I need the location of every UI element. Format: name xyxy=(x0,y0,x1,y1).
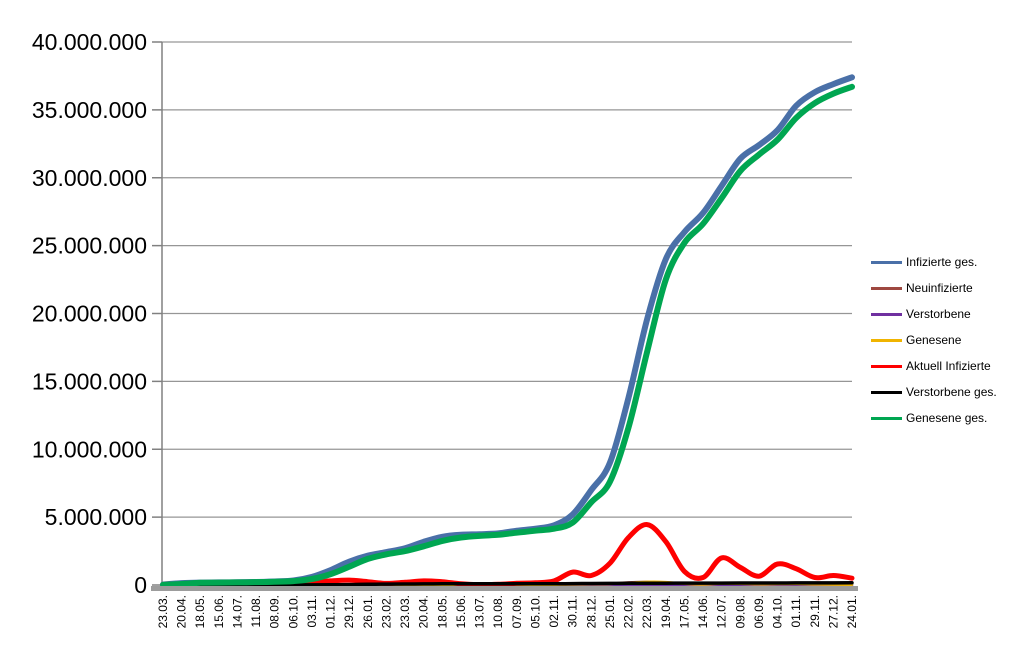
x-tick-label: 26.01. xyxy=(361,595,375,628)
legend-item-neuinfizierte: Neuinfizierte xyxy=(871,275,997,301)
x-tick-label: 08.09. xyxy=(268,595,282,628)
legend-label: Verstorbene ges. xyxy=(906,385,997,399)
legend-label: Neuinfizierte xyxy=(906,281,973,295)
x-tick-label: 17.05. xyxy=(677,595,691,628)
legend-item-genesene-ges: Genesene ges. xyxy=(871,405,997,431)
x-tick-label: 15.06. xyxy=(454,595,468,628)
legend-swatch-genesene xyxy=(871,338,902,342)
x-tick-label: 30.11. xyxy=(566,595,580,627)
legend-label: Infizierte ges. xyxy=(906,255,978,269)
y-tick-label: 40.000.000 xyxy=(32,29,147,55)
x-tick-label: 22.03. xyxy=(640,595,654,628)
y-tick-label: 0 xyxy=(134,572,147,598)
legend-item-infizierte-ges: Infizierte ges. xyxy=(871,249,997,275)
x-tick-label: 14.06. xyxy=(696,595,710,628)
x-tick-label: 24.01. xyxy=(845,595,859,628)
x-tick-label: 01.11. xyxy=(789,595,803,627)
legend-item-genesene: Genesene xyxy=(871,327,997,353)
legend-swatch-infizierte-ges xyxy=(871,260,902,264)
series-line-genesene-ges xyxy=(160,83,855,588)
x-tick-label: 07.09. xyxy=(510,595,524,628)
x-tick-label: 06.10. xyxy=(286,595,300,628)
x-tick-label: 11.08. xyxy=(249,595,263,627)
x-tick-label: 10.08. xyxy=(491,595,505,628)
x-tick-label: 20.04. xyxy=(175,595,189,628)
x-tick-label: 18.05. xyxy=(435,595,449,628)
x-tick-label: 23.03. xyxy=(156,595,170,628)
x-tick-label: 23.03. xyxy=(398,595,412,628)
x-tick-label: 02.11. xyxy=(547,595,561,627)
y-tick-label: 20.000.000 xyxy=(32,301,147,327)
legend-swatch-neuinfizierte xyxy=(871,286,902,290)
legend-label: Verstorbene xyxy=(906,307,971,321)
legend-swatch-genesene-ges xyxy=(871,416,902,420)
x-tick-label: 05.10. xyxy=(528,595,542,628)
x-tick-label: 04.10. xyxy=(771,595,785,628)
x-tick-label: 12.07. xyxy=(715,595,729,628)
x-tick-label: 06.09. xyxy=(752,595,766,628)
y-tick-label: 35.000.000 xyxy=(32,97,147,123)
x-tick-label: 15.06. xyxy=(212,595,226,628)
x-tick-label: 29.12. xyxy=(342,595,356,628)
legend-label: Aktuell Infizierte xyxy=(906,359,991,373)
x-tick-label: 01.12. xyxy=(324,595,338,628)
legend-item-verstorbene-ges: Verstorbene ges. xyxy=(871,379,997,405)
y-tick-label: 25.000.000 xyxy=(32,233,147,259)
x-tick-label: 22.02. xyxy=(622,595,636,628)
x-tick-label: 13.07. xyxy=(473,595,487,628)
x-tick-label: 23.02. xyxy=(379,595,393,628)
x-tick-label: 18.05. xyxy=(193,595,207,628)
y-tick-label: 30.000.000 xyxy=(32,165,147,191)
x-tick-label: 29.11. xyxy=(808,595,822,627)
x-tick-label: 03.11. xyxy=(305,595,319,627)
series-line-verstorbene-ges xyxy=(161,581,854,587)
x-tick-label: 25.01. xyxy=(603,595,617,628)
x-tick-label: 20.04. xyxy=(417,595,431,628)
legend-swatch-aktuell-infizierte xyxy=(871,364,902,368)
legend-label: Genesene ges. xyxy=(906,411,988,425)
x-axis-band xyxy=(151,586,858,591)
y-tick-label: 10.000.000 xyxy=(32,436,147,462)
legend-item-aktuell-infizierte: Aktuell Infizierte xyxy=(871,353,997,379)
legend: Infizierte ges. Neuinfizierte Verstorbene G… xyxy=(871,249,997,431)
legend-swatch-verstorbene-ges xyxy=(871,390,902,394)
x-tick-label: 28.12. xyxy=(584,595,598,628)
series-line-infizierte-ges xyxy=(160,74,855,588)
legend-label: Genesene xyxy=(906,333,962,347)
x-tick-label: 14.07. xyxy=(230,595,244,628)
legend-item-verstorbene: Verstorbene xyxy=(871,301,997,327)
x-tick-label: 27.12. xyxy=(826,595,840,628)
y-tick-label: 5.000.000 xyxy=(45,504,147,530)
x-tick-label: 09.08. xyxy=(733,595,747,628)
legend-swatch-verstorbene xyxy=(871,312,902,316)
x-tick-label: 19.04. xyxy=(659,595,673,628)
y-tick-label: 15.000.000 xyxy=(32,368,147,394)
